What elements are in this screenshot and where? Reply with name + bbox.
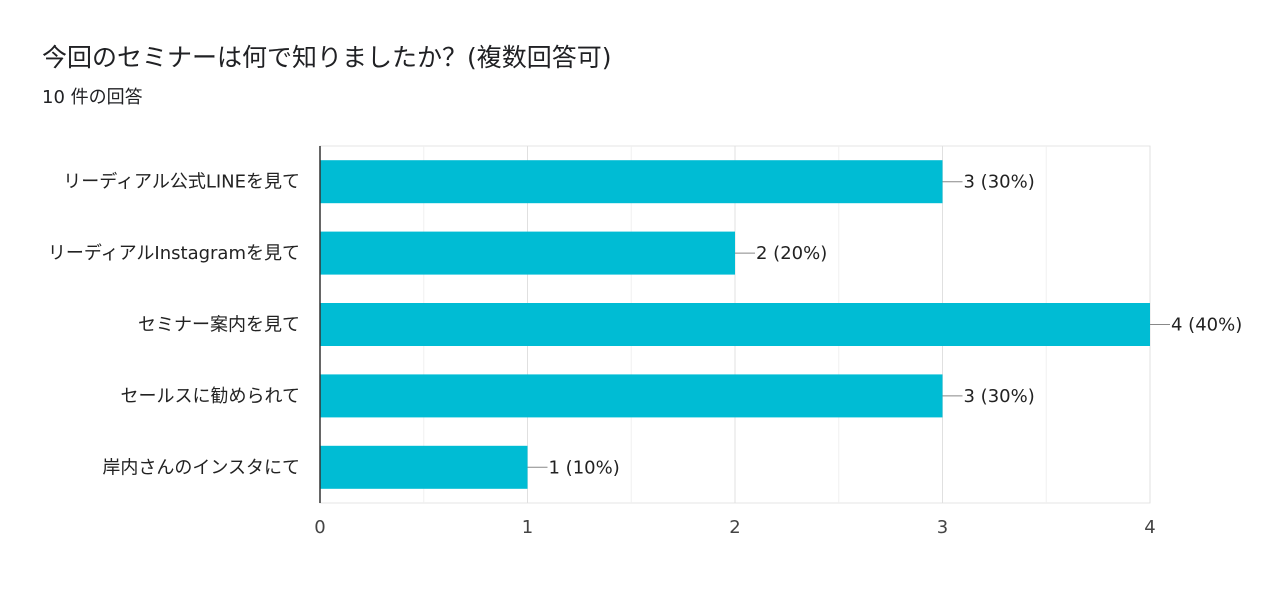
category-label: セミナー案内を見て [138, 315, 300, 336]
data-label: 2 (20%) [756, 243, 827, 264]
x-tick-label: 0 [314, 517, 325, 538]
bar [320, 160, 943, 204]
x-tick-label: 4 [1144, 517, 1155, 538]
category-label: リーディアルInstagramを見て [48, 243, 300, 264]
x-tick-label: 2 [729, 517, 740, 538]
bar [320, 303, 1150, 346]
chart-title: 今回のセミナーは何で知りましたか？(複数回答可) [42, 43, 612, 72]
x-tick-label: 1 [522, 517, 533, 538]
labels: リーディアル公式LINEを見て 3 (30%) リーディアルInstagramを見て… [48, 172, 1242, 538]
data-label: 3 (30%) [964, 172, 1035, 193]
category-label: 岸内さんのインスタにて [102, 457, 300, 478]
bar [320, 374, 943, 418]
data-label: 4 (40%) [1171, 315, 1242, 336]
x-tick-label: 3 [937, 517, 948, 538]
bar [320, 231, 735, 275]
response-count: 10 件の回答 [42, 87, 143, 108]
data-label: 3 (30%) [964, 386, 1035, 407]
bar [320, 445, 528, 489]
data-label: 1 (10%) [549, 457, 620, 478]
category-label: セールスに勧められて [121, 386, 300, 407]
category-label: リーディアル公式LINEを見て [63, 172, 300, 193]
bars [320, 160, 1150, 489]
